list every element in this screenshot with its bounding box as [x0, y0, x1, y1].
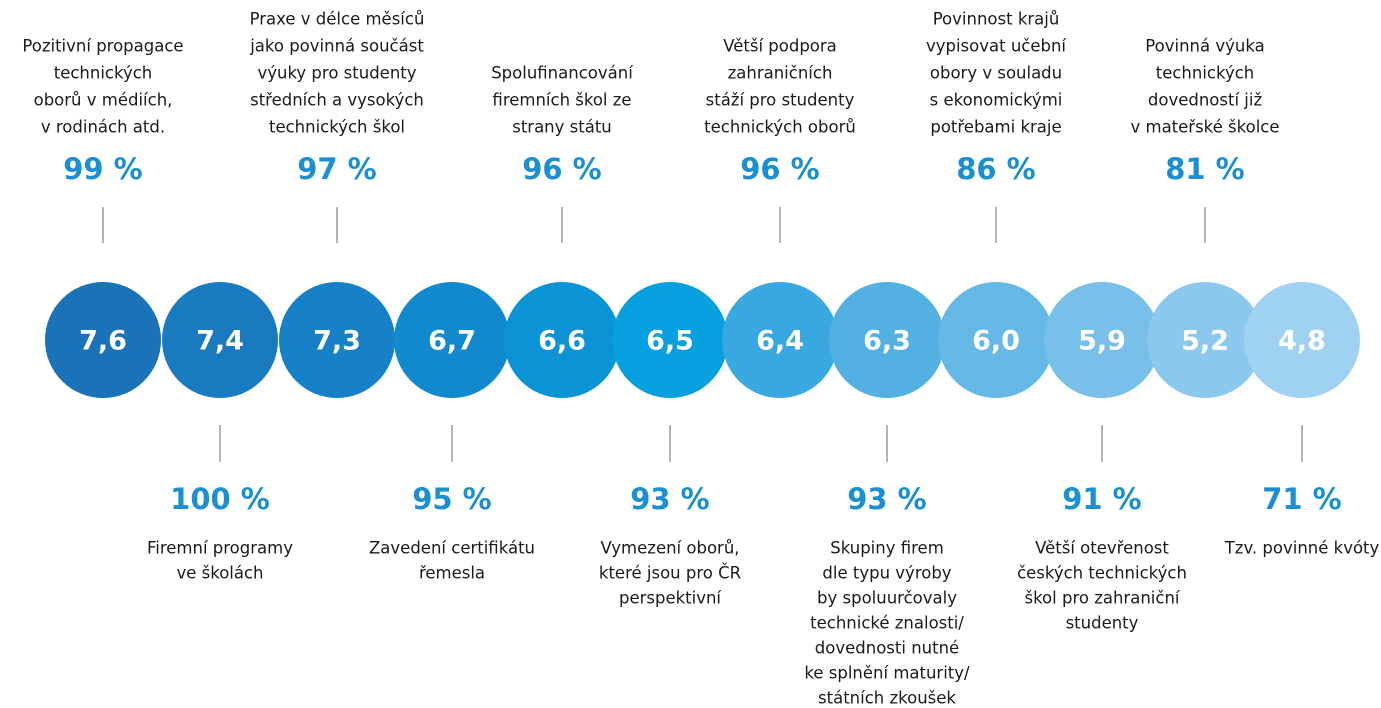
score-circle	[1044, 282, 1160, 398]
score-circle	[279, 282, 395, 398]
score-circle	[1244, 282, 1360, 398]
label-line: Firemní programy	[147, 539, 293, 558]
label-line: Tzv. povinné kvóty	[1224, 539, 1380, 558]
label-line: Spolufinancování	[491, 64, 634, 83]
label-line: škol pro zahraniční	[1024, 589, 1180, 608]
score: 7,4	[196, 326, 244, 357]
score-circle	[1147, 282, 1263, 398]
label-line: v mateřské školce	[1130, 118, 1279, 137]
label-line: dovednosti nutné	[815, 639, 959, 658]
score: 6,3	[863, 326, 911, 357]
label-line: řemesla	[419, 564, 485, 583]
percent: 71 %	[1262, 482, 1342, 516]
score: 6,7	[428, 326, 476, 357]
score: 4,8	[1278, 326, 1326, 357]
label-line: vypisovat učební	[926, 37, 1067, 56]
label-line: výuky pro studenty	[257, 64, 416, 83]
percent: 99 %	[63, 152, 143, 186]
label-line: dovedností již	[1148, 91, 1262, 110]
label-line: Větší podpora	[723, 37, 837, 56]
percent: 96 %	[522, 152, 602, 186]
score: 5,2	[1181, 326, 1229, 357]
score: 5,9	[1078, 326, 1126, 357]
percent: 93 %	[630, 482, 710, 516]
label-line: Povinná výuka	[1145, 37, 1264, 56]
label-line: Pozitivní propagace	[22, 37, 183, 56]
score-circle	[722, 282, 838, 398]
label-line: středních a vysokých	[250, 91, 424, 110]
label-line: technických škol	[269, 118, 405, 137]
score-circle	[612, 282, 728, 398]
label-line: technických	[54, 64, 153, 83]
score: 6,0	[972, 326, 1020, 357]
score-circle	[829, 282, 945, 398]
percent: 95 %	[412, 482, 492, 516]
score-circle	[162, 282, 278, 398]
label-line: ve školách	[176, 564, 263, 583]
percent: 81 %	[1165, 152, 1245, 186]
percent: 100 %	[170, 482, 270, 516]
label-line: které jsou pro ČR	[599, 564, 741, 583]
label-line: Praxe v délce měsíců	[250, 10, 425, 29]
percent: 86 %	[956, 152, 1036, 186]
label-line: Skupiny firem	[830, 539, 944, 558]
label-line: by spoluurčovaly	[817, 589, 957, 608]
percent: 97 %	[297, 152, 377, 186]
label-line: Vymezení oborů,	[600, 539, 739, 558]
percent: 91 %	[1062, 482, 1142, 516]
score-circle	[394, 282, 510, 398]
label-line: obory v souladu	[930, 64, 1062, 83]
score-circle	[504, 282, 620, 398]
label-line: Větší otevřenost	[1035, 539, 1169, 558]
label-line: Zavedení certifikátu	[369, 539, 535, 558]
score: 7,6	[79, 326, 127, 357]
label-line: perspektivní	[619, 589, 722, 608]
score-circle	[938, 282, 1054, 398]
label-line: s ekonomickými	[930, 91, 1063, 110]
label-line: českých technických	[1017, 564, 1187, 583]
label-line: dle typu výroby	[822, 564, 951, 583]
label-line: studenty	[1066, 614, 1139, 633]
score: 6,5	[646, 326, 694, 357]
label-line: potřebami kraje	[930, 118, 1061, 137]
label-line: v rodinách atd.	[41, 118, 165, 137]
label-line: technické znalosti/	[810, 614, 964, 633]
label-line: oborů v médiích,	[34, 91, 173, 110]
label-line: technických oborů	[704, 118, 856, 137]
score: 7,3	[313, 326, 361, 357]
label-line: Povinnost krajů	[933, 10, 1060, 29]
score-circle	[45, 282, 161, 398]
label-line: firemních škol ze	[492, 91, 631, 110]
score: 6,6	[538, 326, 586, 357]
label-line: jako povinná součást	[249, 37, 424, 56]
percent: 96 %	[740, 152, 820, 186]
label-line: technických	[1156, 64, 1255, 83]
label-line: ke splnění maturity/	[804, 664, 970, 683]
label-line: stáží pro studenty	[706, 91, 855, 110]
label-line: státních zkoušek	[818, 689, 956, 708]
label-line: zahraničních	[728, 64, 833, 83]
score: 6,4	[756, 326, 804, 357]
percent: 93 %	[847, 482, 927, 516]
label-line: strany státu	[512, 118, 612, 137]
